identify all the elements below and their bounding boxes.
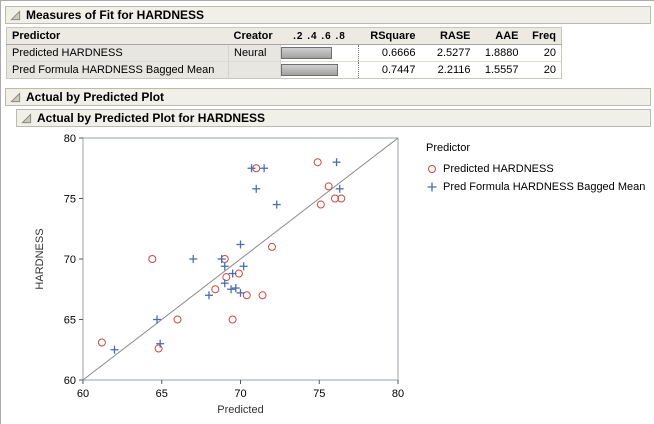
svg-text:70: 70 bbox=[64, 254, 76, 266]
col-header-aae: AAE bbox=[475, 27, 524, 45]
svg-text:65: 65 bbox=[156, 388, 168, 400]
freq-value: 20 bbox=[523, 61, 562, 79]
svg-text:75: 75 bbox=[64, 194, 76, 206]
col-header-rsquare: RSquare bbox=[358, 27, 421, 45]
section-title: Measures of Fit for HARDNESS bbox=[26, 8, 205, 22]
rsquare-value: 0.6666 bbox=[381, 47, 416, 59]
col-header-creator: Creator bbox=[228, 27, 281, 45]
col-header-bar-axis: .2 .4 .6 .8 bbox=[280, 27, 359, 45]
circle-marker-icon bbox=[428, 165, 436, 173]
col-header-rase: RASE bbox=[420, 27, 476, 45]
disclosure-triangle-icon[interactable] bbox=[10, 9, 21, 21]
plot-legend: Predictor Predicted HARDNESS Pred Formul… bbox=[426, 142, 645, 196]
section-title: Actual by Predicted Plot for HARDNESS bbox=[37, 111, 266, 125]
outline-header-actual-by-predicted-hardness: Actual by Predicted Plot for HARDNESS bbox=[16, 109, 651, 127]
legend-item-label: Predicted HARDNESS bbox=[443, 163, 554, 175]
freq-value: 20 bbox=[543, 47, 556, 59]
svg-text:75: 75 bbox=[313, 388, 325, 400]
legend-item-predicted-hardness[interactable]: Predicted HARDNESS bbox=[426, 160, 645, 178]
svg-text:65: 65 bbox=[64, 315, 76, 327]
aae-value: 1.8880 bbox=[484, 47, 519, 59]
legend-title: Predictor bbox=[426, 142, 471, 154]
rsquare-bar-cell bbox=[280, 61, 359, 79]
svg-text:70: 70 bbox=[234, 388, 246, 400]
section-title: Actual by Predicted Plot bbox=[26, 90, 165, 104]
creator-cell: Neural bbox=[228, 44, 281, 62]
scatter-plot[interactable]: 60 65 70 75 80 60 65 70 75 80 Predicted HARDNESS bbox=[30, 130, 410, 422]
table-row: Predicted HARDNESS Neural 0.6666 2.5277 … bbox=[6, 44, 562, 62]
svg-text:80: 80 bbox=[392, 388, 404, 400]
outline-header-measures-of-fit: Measures of Fit for HARDNESS bbox=[5, 6, 651, 24]
rase-value: 2.5277 bbox=[436, 47, 471, 59]
disclosure-triangle-icon[interactable] bbox=[10, 91, 21, 103]
rase-value: 2.2116 bbox=[420, 61, 476, 79]
svg-text:60: 60 bbox=[64, 375, 76, 387]
rsquare-bar bbox=[281, 47, 333, 59]
col-header-predictor: Predictor bbox=[6, 27, 229, 45]
plus-marker-icon bbox=[427, 182, 437, 192]
svg-text:80: 80 bbox=[64, 133, 76, 145]
predictor-cell: Predicted HARDNESS bbox=[6, 44, 229, 62]
disclosure-triangle-icon[interactable] bbox=[21, 112, 32, 124]
predictor-cell: Pred Formula HARDNESS Bagged Mean bbox=[6, 61, 229, 79]
svg-text:HARDNESS: HARDNESS bbox=[34, 228, 46, 289]
legend-item-label: Pred Formula HARDNESS Bagged Mean bbox=[443, 181, 646, 193]
rsquare-bar-cell bbox=[280, 44, 359, 62]
svg-text:Predicted: Predicted bbox=[217, 404, 263, 416]
col-header-freq: Freq bbox=[523, 27, 562, 45]
rsquare-value: 0.7447 bbox=[358, 61, 421, 79]
legend-item-bagged-mean[interactable]: Pred Formula HARDNESS Bagged Mean bbox=[426, 178, 645, 196]
measures-of-fit-table: Predictor Creator .2 .4 .6 .8 RSquare RA… bbox=[6, 27, 562, 79]
aae-value: 1.5557 bbox=[475, 61, 524, 79]
creator-cell bbox=[228, 61, 281, 79]
rsquare-bar bbox=[281, 64, 339, 76]
svg-text:60: 60 bbox=[77, 388, 89, 400]
outline-header-actual-by-predicted: Actual by Predicted Plot bbox=[5, 88, 651, 106]
table-header-row: Predictor Creator .2 .4 .6 .8 RSquare RA… bbox=[6, 27, 562, 45]
table-row: Pred Formula HARDNESS Bagged Mean 0.7447… bbox=[6, 61, 562, 79]
plot-area: 60 65 70 75 80 60 65 70 75 80 Predicted HARDNESS Pr… bbox=[5, 130, 651, 422]
